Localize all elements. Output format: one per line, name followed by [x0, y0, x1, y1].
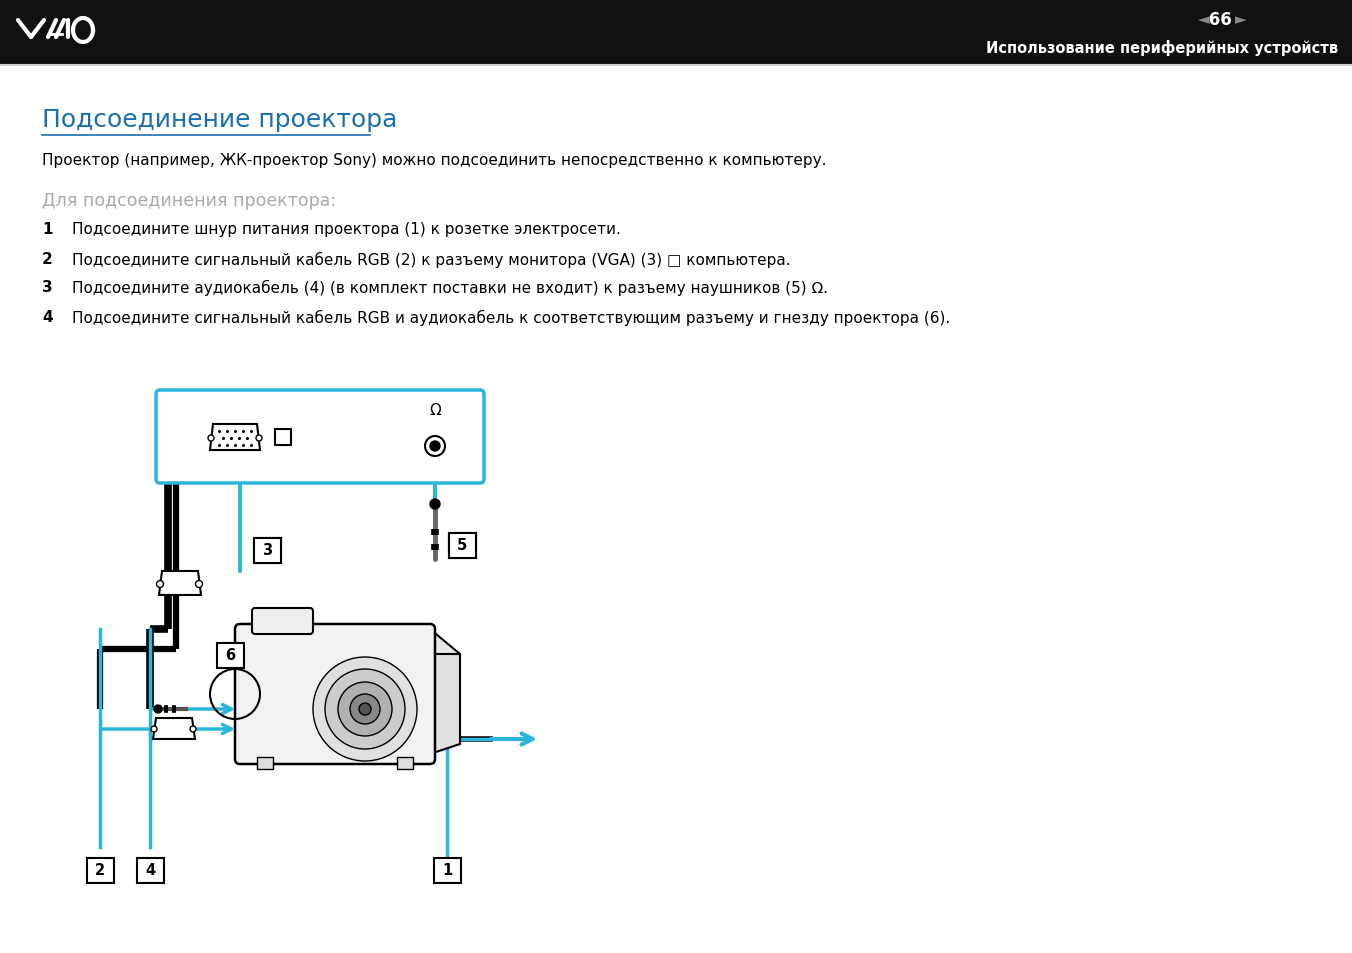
FancyBboxPatch shape	[251, 608, 314, 635]
Bar	[257, 758, 273, 769]
Circle shape	[151, 726, 157, 732]
Circle shape	[208, 436, 214, 441]
FancyBboxPatch shape	[216, 643, 243, 668]
Text: 3: 3	[262, 543, 272, 558]
Circle shape	[360, 703, 370, 716]
Text: 1: 1	[42, 222, 53, 236]
Text: 3: 3	[42, 280, 53, 294]
Text: Подсоедините аудиокабель (4) (в комплект поставки не входит) к разъему наушников: Подсоедините аудиокабель (4) (в комплект…	[72, 280, 827, 295]
Circle shape	[425, 436, 445, 456]
Circle shape	[157, 581, 164, 588]
Circle shape	[338, 682, 392, 737]
Text: ►: ►	[1234, 12, 1247, 28]
Text: 5: 5	[457, 537, 468, 553]
Text: Подсоедините сигнальный кабель RGB и аудиокабель к соответствующим разъему и гне: Подсоедините сигнальный кабель RGB и ауд…	[72, 310, 950, 326]
Text: Подсоедините сигнальный кабель RGB (2) к разъему монитора (VGA) (3) □ компьютера: Подсоедините сигнальный кабель RGB (2) к…	[72, 252, 791, 268]
Text: 66: 66	[1203, 11, 1237, 29]
Text: Проектор (например, ЖК-проектор Sony) можно подсоединить непосредственно к компь: Проектор (например, ЖК-проектор Sony) мо…	[42, 152, 826, 168]
FancyBboxPatch shape	[449, 533, 476, 558]
Polygon shape	[160, 572, 201, 596]
Polygon shape	[153, 719, 195, 740]
Polygon shape	[260, 629, 460, 655]
Circle shape	[154, 705, 162, 713]
FancyBboxPatch shape	[254, 537, 280, 563]
Text: 6: 6	[224, 648, 235, 662]
Polygon shape	[210, 424, 260, 451]
Bar	[397, 758, 412, 769]
Circle shape	[191, 726, 196, 732]
Text: 5: 5	[457, 537, 468, 553]
FancyBboxPatch shape	[254, 537, 280, 563]
Circle shape	[196, 581, 203, 588]
Text: 3: 3	[262, 543, 272, 558]
Text: Для подсоединения проектора:: Для подсоединения проектора:	[42, 192, 337, 210]
Text: Подсоедините шнур питания проектора (1) к розетке электросети.: Подсоедините шнур питания проектора (1) …	[72, 222, 621, 236]
Polygon shape	[430, 639, 460, 754]
Text: 2: 2	[95, 862, 105, 878]
Text: 1: 1	[442, 862, 452, 878]
FancyBboxPatch shape	[449, 533, 476, 558]
FancyBboxPatch shape	[155, 391, 484, 483]
FancyBboxPatch shape	[235, 624, 435, 764]
Text: 4: 4	[42, 310, 53, 325]
Circle shape	[430, 499, 439, 510]
Text: Подсоединение проектора: Подсоединение проектора	[42, 108, 397, 132]
FancyBboxPatch shape	[137, 858, 164, 882]
FancyBboxPatch shape	[434, 858, 461, 882]
Text: 2: 2	[42, 252, 53, 267]
Text: ◄: ◄	[1198, 12, 1210, 28]
FancyBboxPatch shape	[87, 858, 114, 882]
Circle shape	[324, 669, 406, 749]
Circle shape	[350, 695, 380, 724]
Circle shape	[256, 436, 262, 441]
Text: 4: 4	[145, 862, 155, 878]
Bar	[274, 430, 291, 446]
Text: Ω: Ω	[429, 402, 441, 417]
Text: Использование периферийных устройств: Использование периферийных устройств	[986, 40, 1338, 56]
Circle shape	[430, 441, 439, 452]
Bar	[0, 0, 1352, 65]
Circle shape	[314, 658, 416, 761]
